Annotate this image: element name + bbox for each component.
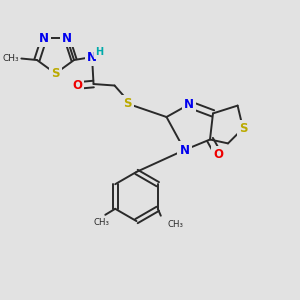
Text: S: S bbox=[239, 122, 247, 135]
Text: S: S bbox=[51, 67, 60, 80]
Text: CH₃: CH₃ bbox=[2, 54, 19, 63]
Text: N: N bbox=[179, 143, 190, 157]
Text: O: O bbox=[213, 148, 224, 161]
Text: CH₃: CH₃ bbox=[94, 218, 110, 227]
Text: N: N bbox=[87, 50, 97, 64]
Text: H: H bbox=[95, 47, 104, 57]
Text: O: O bbox=[72, 79, 82, 92]
Text: S: S bbox=[123, 97, 131, 110]
Text: N: N bbox=[39, 32, 49, 45]
Text: CH₃: CH₃ bbox=[167, 220, 183, 229]
Text: N: N bbox=[184, 98, 194, 111]
Text: N: N bbox=[62, 32, 72, 45]
